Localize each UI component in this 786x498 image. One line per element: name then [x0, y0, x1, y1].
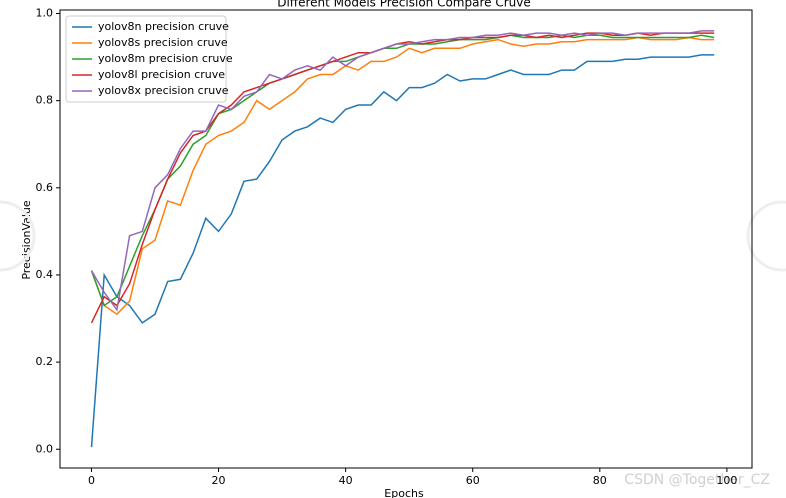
legend-box: [65, 15, 227, 103]
x-tick-label: 20: [212, 474, 226, 487]
chart-title: Different Models Precision Compare Cruve: [277, 0, 531, 10]
legend-label: yolov8l precision cruve: [98, 68, 225, 81]
y-tick-label: 0.2: [36, 355, 54, 368]
series-line: [90, 34, 715, 307]
legend-label: yolov8x precision cruve: [98, 84, 229, 97]
legend-label: yolov8s precision cruve: [98, 36, 228, 49]
x-tick-label: 0: [88, 474, 95, 487]
decor-circle: [0, 200, 36, 272]
x-tick-label: 40: [339, 474, 353, 487]
y-axis-label: PrecisionValue: [20, 200, 33, 280]
x-axis-label: Epochs: [384, 487, 424, 498]
watermark: CSDN @Together_CZ: [624, 472, 770, 488]
series-line: [90, 32, 715, 324]
y-tick-label: 0.0: [36, 442, 54, 455]
legend-label: yolov8n precision cruve: [98, 20, 229, 33]
x-tick-label: 60: [466, 474, 480, 487]
y-tick-label: 0.8: [36, 94, 54, 107]
plot-area: [59, 9, 753, 469]
y-tick-label: 1.0: [36, 6, 54, 19]
series-line: [90, 36, 715, 316]
x-tick-label: 80: [593, 474, 607, 487]
y-tick-label: 0.6: [36, 181, 54, 194]
y-tick-label: 0.4: [36, 268, 54, 281]
decor-circle: [746, 200, 786, 272]
x-tick-label: 100: [716, 474, 737, 487]
legend-label: yolov8m precision cruve: [98, 52, 233, 65]
series-line: [90, 30, 715, 312]
series-line: [90, 54, 715, 448]
